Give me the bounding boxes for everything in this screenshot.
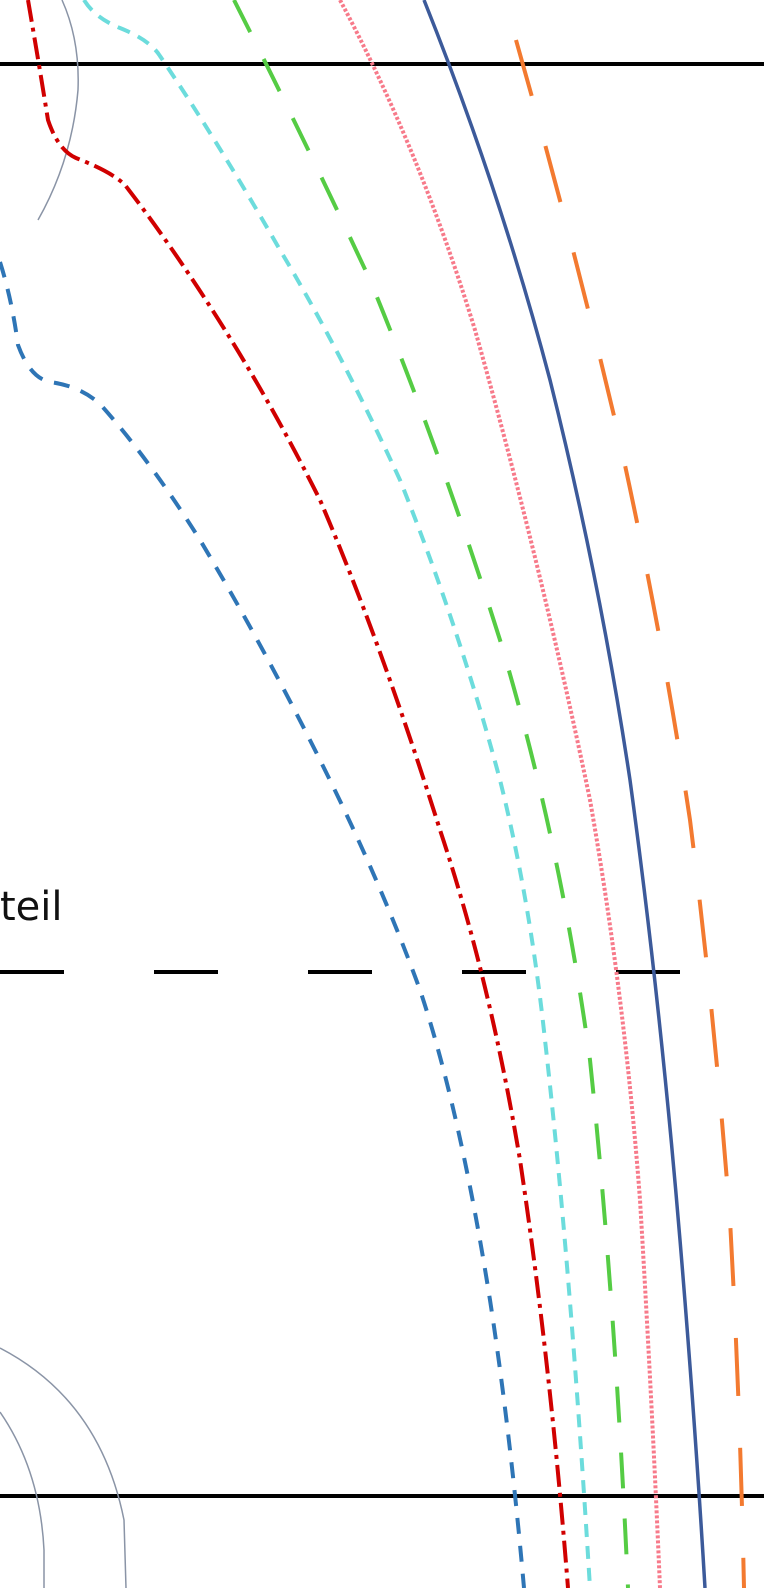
diagram-label: teil	[0, 884, 63, 930]
curve-pink-dotted	[338, 0, 662, 1588]
curve-green-dashed	[232, 0, 630, 1588]
guide-arc-bottom-inner	[0, 1411, 45, 1588]
curve-orange-dashed	[514, 39, 746, 1588]
guide-arc-bottom-outer	[0, 1347, 127, 1588]
curve-red-dashdot	[26, 0, 570, 1588]
guide-arc-top	[37, 0, 79, 221]
curve-blue-dashed	[0, 261, 526, 1588]
curve-cyan-dashed	[82, 0, 592, 1588]
curve-navy-solid	[422, 0, 707, 1588]
